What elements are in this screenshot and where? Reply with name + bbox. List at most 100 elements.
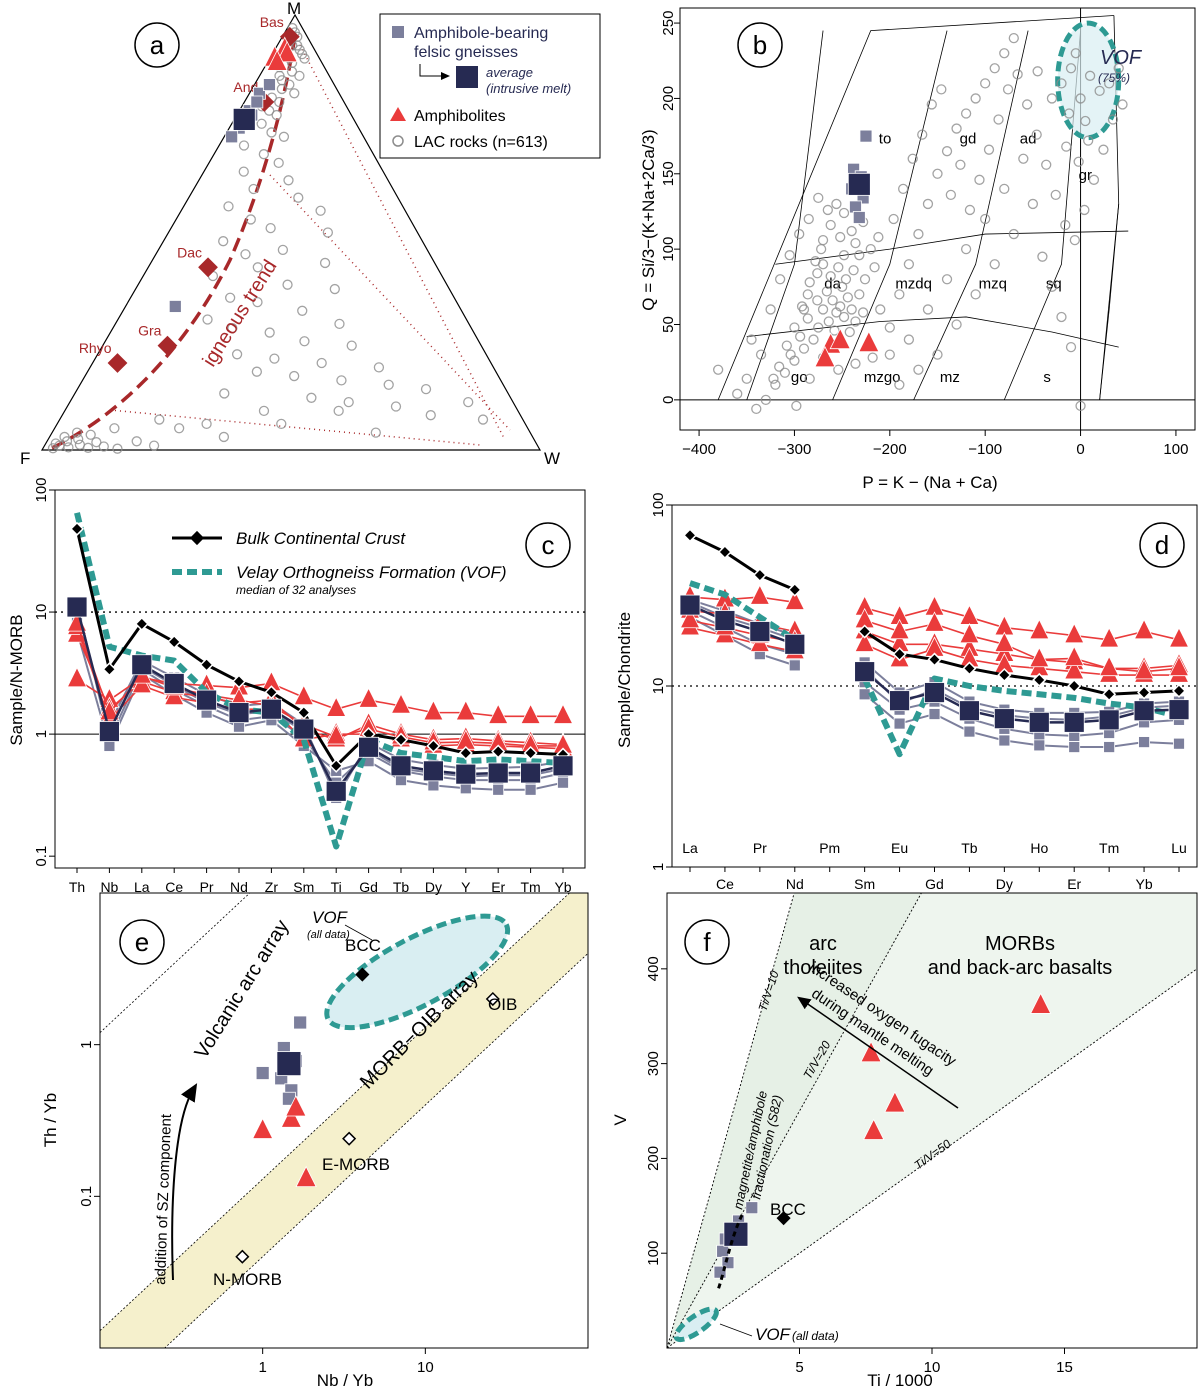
lac-point: [463, 396, 474, 408]
bcc-marker: [1032, 672, 1047, 688]
panel-c: 0.1 1 10 100 Th Nb La Ce Pr Nd Zr Sm Ti Gd Tb Dy Y Er Tm Yb…: [7, 477, 586, 895]
panel-e-badge: [119, 919, 165, 965]
bcc-marker: [426, 738, 441, 754]
lac-point: [278, 131, 290, 142]
average-marker: [455, 763, 477, 785]
lac-point: [844, 326, 855, 338]
average-marker: [784, 633, 806, 655]
amphibolite-marker: [1168, 627, 1190, 648]
average-point: [847, 172, 871, 196]
panel-f-letter: f: [703, 927, 711, 957]
morb-oib-lower: [164, 953, 588, 1348]
felsic-marker: [858, 688, 871, 701]
field-label-gr: gr: [1079, 167, 1092, 184]
legend-average-line2: (intrusive melt): [486, 81, 571, 96]
amphibolite-line: [76, 634, 564, 746]
field-label-gd: gd: [960, 131, 977, 148]
felsic-point: [263, 78, 276, 91]
lac-point: [993, 114, 1004, 125]
lac-point: [854, 250, 865, 261]
lac-point: [784, 250, 795, 261]
lac-point: [1008, 228, 1019, 240]
bcc-profile: [69, 521, 571, 773]
felsic-marker: [427, 779, 440, 792]
bcc-marker: [1067, 678, 1082, 694]
average-marker: [358, 736, 380, 758]
lac-point: [945, 189, 957, 201]
lac-point: [833, 262, 844, 273]
amphibolite-marker: [889, 618, 910, 640]
felsic-point: [745, 1201, 759, 1215]
felsic-marker: [103, 740, 116, 752]
amphibolite-point: [266, 49, 288, 71]
lac-point: [760, 394, 771, 406]
plot-frame: [99, 892, 589, 1349]
lac-point: [294, 70, 305, 82]
lac-point: [840, 274, 852, 285]
lac-point: [265, 222, 276, 234]
y-tick-label: 0.1: [78, 1186, 95, 1207]
field-label-mzgo: mzgo: [864, 369, 901, 386]
felsic-point: [168, 300, 182, 313]
panel-e-letter: e: [135, 927, 149, 957]
amphibolite-line: [689, 626, 795, 653]
x-tick-label-Sm: Sm: [293, 879, 314, 895]
lac-point: [941, 274, 953, 285]
lac-point: [322, 227, 334, 238]
lac-point: [875, 304, 886, 315]
lac-point: [794, 228, 805, 240]
x-tick-label-Dy: Dy: [996, 876, 1013, 892]
x-tick-label-Gd: Gd: [925, 876, 944, 892]
lac-point: [73, 433, 84, 445]
amphibolite-marker: [924, 611, 945, 632]
bcc-marker: [102, 662, 117, 677]
amphibolite-marker: [326, 724, 347, 745]
lac-point: [835, 231, 846, 243]
lac-point: [838, 250, 850, 261]
lac-point: [154, 414, 165, 425]
lac-point: [770, 379, 781, 390]
reference-point-dac: [198, 257, 218, 278]
average-marker: [260, 698, 282, 720]
x-tick-label-Th: Th: [69, 879, 85, 895]
lac-point: [955, 159, 966, 170]
lac-point: [974, 174, 985, 185]
lac-point: [827, 295, 838, 306]
y-tick-label: 1: [78, 1040, 95, 1048]
felsic-marker: [1103, 741, 1116, 753]
axis-ticks: 1 10 0.1 1: [78, 1040, 434, 1376]
lac-point: [299, 336, 310, 347]
average-point: [276, 1051, 302, 1077]
sz-arrow: [171, 1083, 198, 1281]
lac-point: [774, 274, 786, 285]
lac-point: [1107, 114, 1119, 125]
lac-point: [238, 140, 250, 151]
lac-point: [293, 192, 304, 203]
legend-amphibolite-label: Amphibolites: [414, 108, 506, 125]
felsic-marker: [963, 725, 976, 738]
lac-point: [1021, 99, 1033, 110]
lac-point: [63, 442, 74, 453]
amphibolite-points: [814, 327, 880, 368]
x-tick-label: 100: [1163, 441, 1188, 458]
average-profile: [679, 594, 1190, 733]
lac-point: [951, 319, 962, 330]
amphibolite-point: [1030, 992, 1052, 1014]
reference-label-gra: Gra: [138, 323, 162, 339]
legend-felsic-line1: Amphibole-bearing: [414, 25, 548, 42]
field-label-go: go: [791, 369, 808, 386]
average-profile: [66, 596, 574, 802]
lac-point: [269, 353, 280, 364]
lac-point: [980, 78, 991, 89]
amphibolite-marker: [358, 687, 379, 708]
bcc-marker: [1102, 687, 1117, 702]
x-axis-label: Ti / 1000: [867, 1371, 933, 1390]
lac-point: [1079, 204, 1090, 216]
lac-point: [842, 292, 854, 303]
lac-point: [802, 289, 813, 300]
amphibolite-point: [858, 330, 880, 353]
x-tick-label-Yb: Yb: [554, 879, 571, 895]
lac-point: [223, 201, 234, 212]
